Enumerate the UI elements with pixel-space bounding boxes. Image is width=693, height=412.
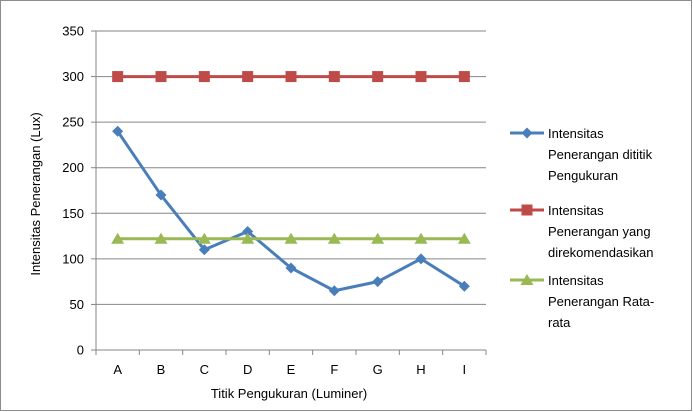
data-point-diamond bbox=[372, 276, 384, 288]
data-point-diamond bbox=[198, 244, 210, 256]
data-point-square bbox=[198, 71, 210, 83]
x-tick-label: D bbox=[243, 362, 252, 377]
data-point-square bbox=[112, 71, 124, 83]
data-point-triangle bbox=[284, 232, 298, 244]
data-point-diamond bbox=[415, 253, 427, 265]
legend-label: rata bbox=[548, 315, 571, 330]
y-axis-title: Intensitas Penerangan (Lux) bbox=[28, 112, 43, 275]
legend-label: Intensitas bbox=[548, 273, 604, 288]
legend-label: Penerangan dititik bbox=[548, 147, 653, 162]
legend-label: direkomendasikan bbox=[548, 245, 654, 260]
x-tick-label: G bbox=[373, 362, 383, 377]
legend-marker-square bbox=[521, 204, 533, 216]
data-point-square bbox=[372, 71, 384, 83]
y-tick-labels: 0 50 100 150 200 250 300 350 bbox=[62, 24, 84, 358]
x-axis-title: Titik Pengukuran (Luminer) bbox=[211, 386, 367, 401]
data-point-triangle bbox=[154, 232, 168, 244]
y-tick-label: 300 bbox=[62, 69, 84, 84]
series-group bbox=[111, 71, 471, 297]
y-tick-label: 100 bbox=[62, 251, 84, 266]
series-2 bbox=[112, 71, 470, 83]
y-tick-label: 250 bbox=[62, 115, 84, 130]
y-tick-label: 150 bbox=[62, 206, 84, 221]
data-point-triangle bbox=[327, 232, 341, 244]
x-tick-label: F bbox=[330, 362, 338, 377]
y-tick-label: 0 bbox=[77, 343, 84, 358]
x-tick-label: H bbox=[416, 362, 425, 377]
data-point-triangle bbox=[457, 232, 471, 244]
data-point-square bbox=[458, 71, 470, 83]
legend-label: Intensitas bbox=[548, 126, 604, 141]
x-tick-label: C bbox=[200, 362, 209, 377]
data-point-triangle bbox=[371, 232, 385, 244]
legend-label: Penerangan Rata- bbox=[548, 294, 654, 309]
data-point-square bbox=[285, 71, 297, 83]
series-1 bbox=[112, 125, 470, 297]
data-point-triangle bbox=[241, 232, 255, 244]
data-point-triangle bbox=[111, 232, 125, 244]
legend-marker-diamond bbox=[521, 127, 533, 139]
x-tick-label: A bbox=[113, 362, 122, 377]
legend-entry-3: Intensitas Penerangan Rata-rata bbox=[510, 273, 654, 330]
data-point-square bbox=[415, 71, 427, 83]
data-point-diamond bbox=[155, 189, 167, 201]
legend-entry-2: Intensitas Penerangan yang direkomendasika… bbox=[510, 203, 654, 260]
data-point-diamond bbox=[285, 262, 297, 274]
data-point-diamond bbox=[458, 280, 470, 292]
series-3 bbox=[111, 232, 471, 244]
x-tick-label: B bbox=[157, 362, 166, 377]
data-point-square bbox=[155, 71, 167, 83]
x-tick-label: I bbox=[463, 362, 467, 377]
legend-marker-triangle bbox=[520, 274, 534, 285]
data-point-diamond bbox=[112, 125, 124, 137]
y-tick-label: 350 bbox=[62, 24, 84, 39]
data-point-square bbox=[328, 71, 340, 83]
data-point-square bbox=[242, 71, 254, 83]
y-tick-label: 50 bbox=[70, 297, 84, 312]
data-point-diamond bbox=[242, 226, 254, 238]
x-tick-label: E bbox=[287, 362, 296, 377]
legend-label: Pengukuran bbox=[548, 168, 618, 183]
x-tick-labels: A B C D E F G H I bbox=[113, 362, 466, 377]
legend-entry-1: Intensitas Penerangan dititik Pengukuran bbox=[510, 126, 653, 183]
data-point-diamond bbox=[328, 285, 340, 297]
data-point-triangle bbox=[197, 232, 211, 244]
legend-label: Penerangan yang bbox=[548, 224, 651, 239]
axes bbox=[91, 30, 487, 355]
y-tick-label: 200 bbox=[62, 160, 84, 175]
legend-label: Intensitas bbox=[548, 203, 604, 218]
data-point-triangle bbox=[414, 232, 428, 244]
